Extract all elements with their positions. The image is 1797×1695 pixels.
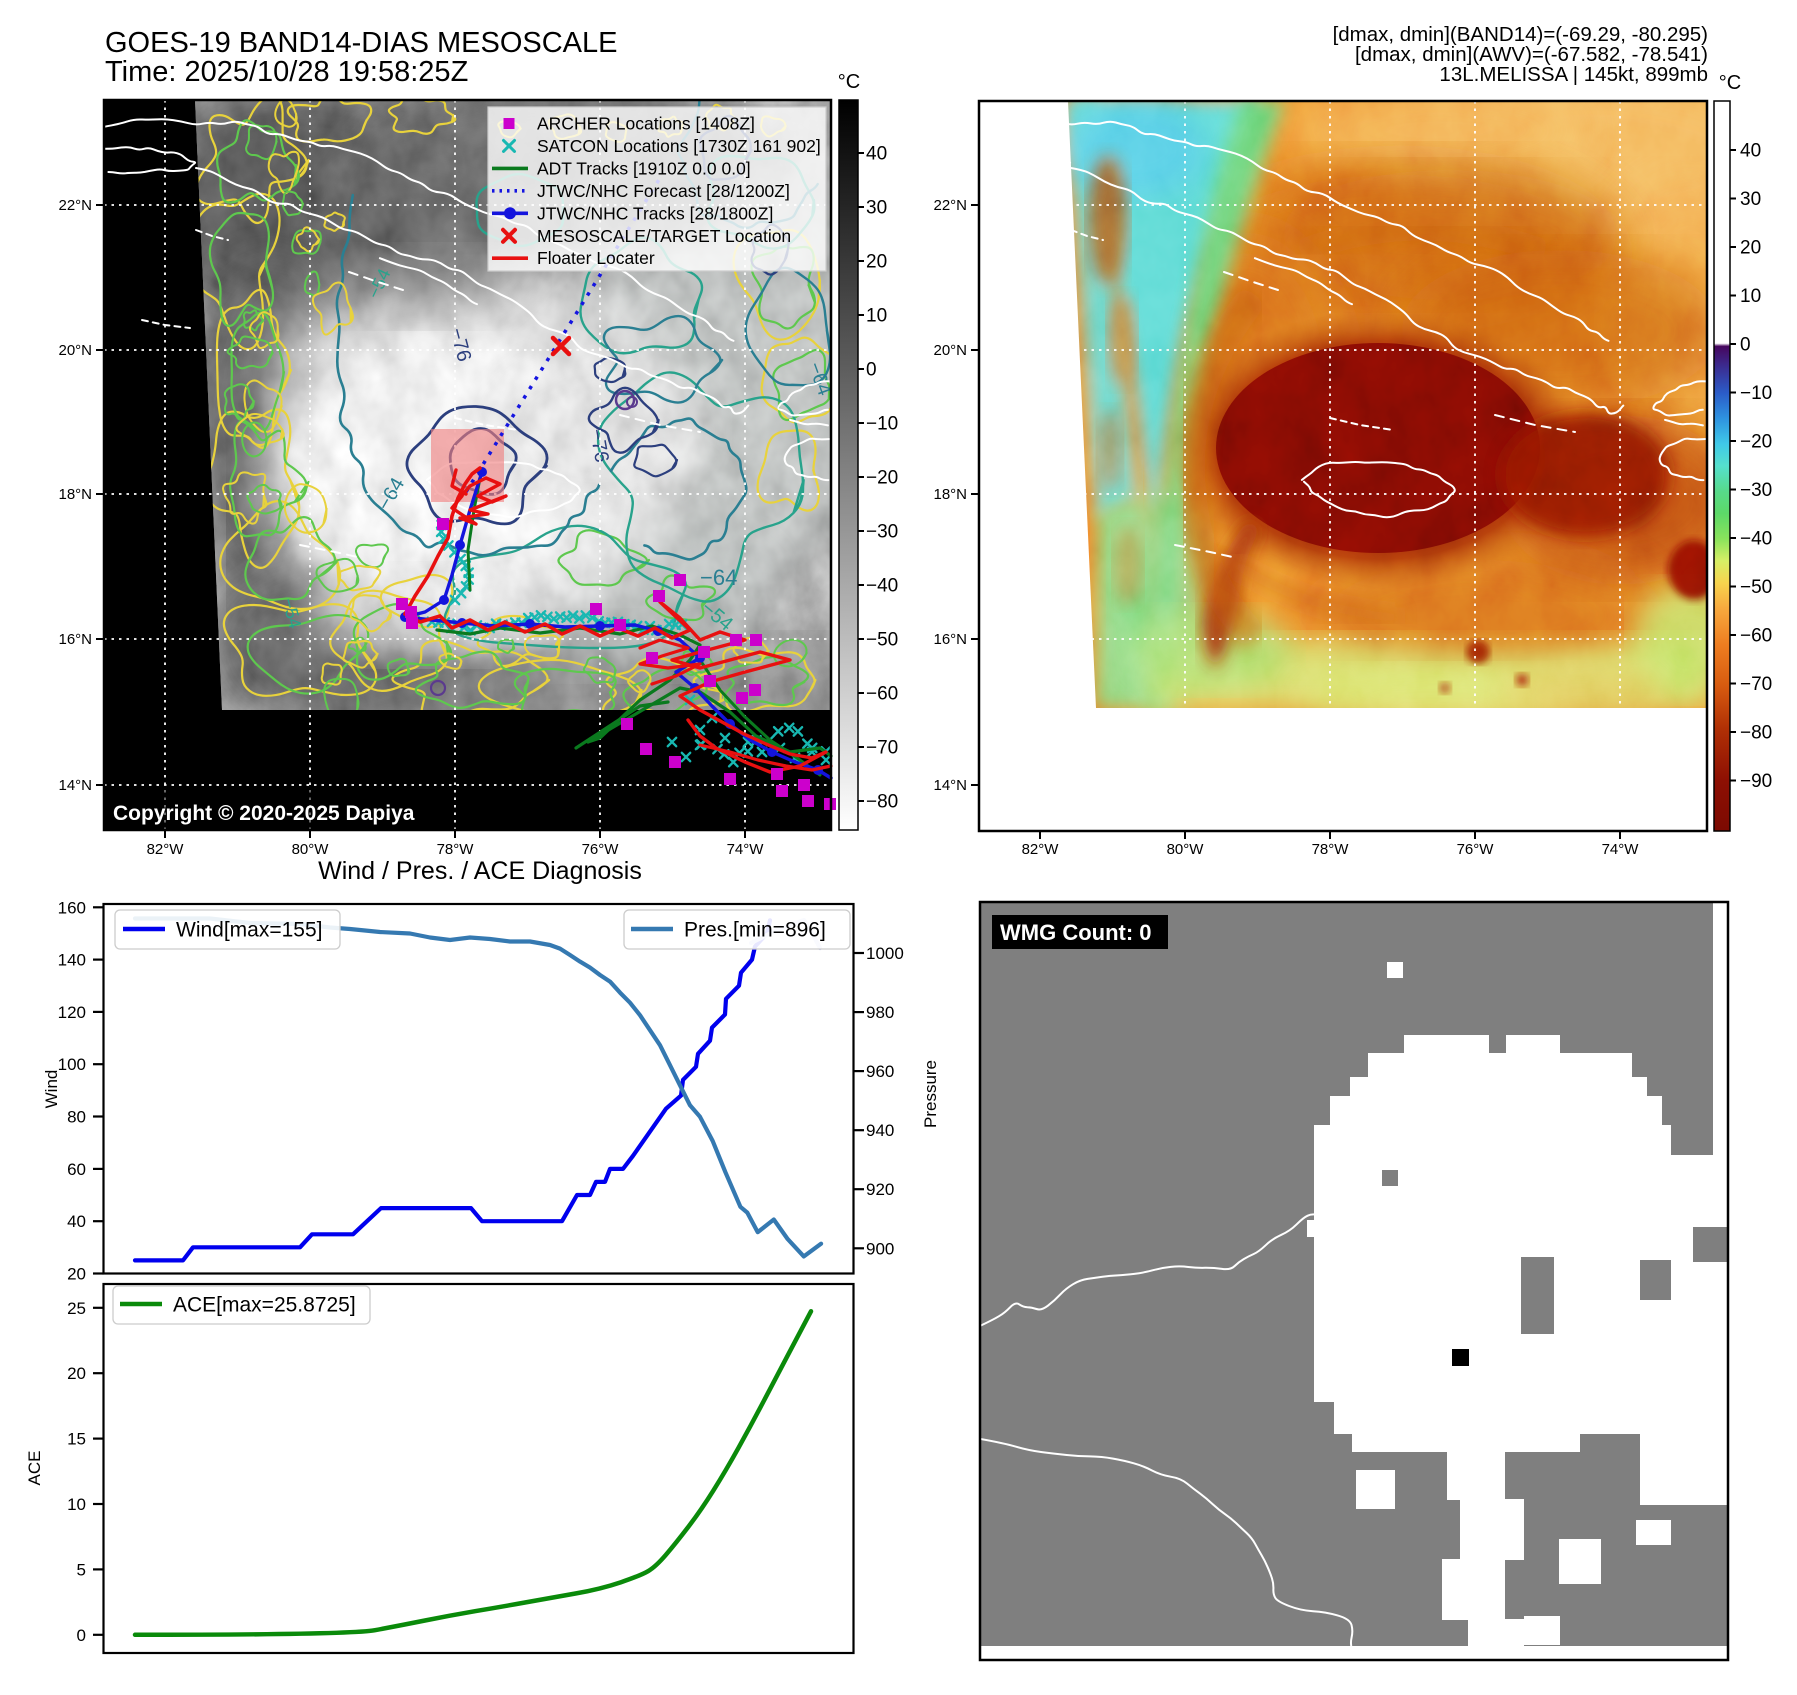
svg-text:980: 980 [866,1003,894,1022]
svg-text:−40: −40 [1740,529,1772,550]
svg-text:−90: −90 [1740,771,1772,792]
svg-text:14°N: 14°N [933,777,967,794]
svg-text:10: 10 [1740,286,1761,307]
svg-text:20: 20 [67,1364,86,1383]
svg-text:JTWC/NHC Tracks [28/1800Z]: JTWC/NHC Tracks [28/1800Z] [537,203,773,223]
svg-text:30: 30 [866,198,887,219]
svg-text:18°N: 18°N [933,486,967,503]
svg-text:40: 40 [1740,141,1761,162]
svg-text:[dmax, dmin](BAND14)=(-69.29,: [dmax, dmin](BAND14)=(-69.29, -80.295) [1333,23,1708,46]
svg-text:−50: −50 [866,630,898,651]
svg-text:−70: −70 [1740,674,1772,695]
svg-text:JTWC/NHC Forecast [28/1200Z]: JTWC/NHC Forecast [28/1200Z] [537,181,790,201]
svg-text:−70: −70 [866,738,898,759]
svg-text:20: 20 [1740,238,1761,259]
svg-text:−20: −20 [1740,432,1772,453]
svg-text:82°W: 82°W [1022,841,1060,858]
svg-text:80°W: 80°W [1167,841,1205,858]
svg-text:78°W: 78°W [1312,841,1350,858]
svg-text:Copyright © 2020-2025 Dapiya: Copyright © 2020-2025 Dapiya [113,802,415,825]
svg-text:18°N: 18°N [58,486,92,503]
svg-text:40: 40 [866,144,887,165]
svg-text:74°W: 74°W [1602,841,1640,858]
svg-text:MESOSCALE/TARGET Location: MESOSCALE/TARGET Location [537,226,791,246]
svg-text:80°W: 80°W [292,841,330,858]
svg-text:−10: −10 [866,414,898,435]
svg-text:°C: °C [1719,72,1741,94]
svg-text:Floater Locater: Floater Locater [537,248,655,268]
svg-text:SATCON Locations [1730Z 161 90: SATCON Locations [1730Z 161 902] [537,136,821,156]
svg-text:20°N: 20°N [58,342,92,359]
svg-text:25: 25 [67,1299,86,1318]
svg-text:76°W: 76°W [1457,841,1495,858]
svg-text:0: 0 [866,360,877,381]
svg-text:−40: −40 [866,576,898,597]
svg-text:74°W: 74°W [727,841,765,858]
svg-text:14°N: 14°N [58,777,92,794]
svg-text:5: 5 [77,1560,86,1579]
svg-text:−30: −30 [1740,480,1772,501]
svg-text:−10: −10 [1740,383,1772,404]
svg-text:−30: −30 [866,522,898,543]
svg-text:100: 100 [58,1055,86,1074]
svg-text:20: 20 [866,252,887,273]
svg-text:ARCHER Locations [1408Z]: ARCHER Locations [1408Z] [537,114,755,134]
svg-text:Time: 2025/10/28 19:58:25Z: Time: 2025/10/28 19:58:25Z [105,56,468,88]
svg-text:ADT Tracks [1910Z 0.0 0.0]: ADT Tracks [1910Z 0.0 0.0] [537,158,751,178]
svg-text:78°W: 78°W [437,841,475,858]
svg-text:[dmax, dmin](AWV)=(-67.582, -7: [dmax, dmin](AWV)=(-67.582, -78.541) [1355,43,1708,66]
svg-text:140: 140 [58,951,86,970]
svg-text:1000: 1000 [866,944,904,963]
svg-text:−80: −80 [1740,723,1772,744]
svg-text:80: 80 [67,1108,86,1127]
svg-text:GOES-19 BAND14-DIAS MESOSCALE: GOES-19 BAND14-DIAS MESOSCALE [105,27,618,59]
svg-text:10: 10 [67,1495,86,1514]
svg-text:°C: °C [838,71,860,93]
svg-text:920: 920 [866,1180,894,1199]
svg-text:−20: −20 [866,468,898,489]
svg-text:−60: −60 [1740,626,1772,647]
svg-text:120: 120 [58,1003,86,1022]
svg-text:20: 20 [67,1265,86,1284]
svg-text:−50: −50 [1740,577,1772,598]
svg-text:82°W: 82°W [147,841,185,858]
svg-text:0: 0 [77,1626,86,1645]
svg-text:30: 30 [1740,189,1761,210]
svg-text:Pressure: Pressure [921,1060,940,1128]
svg-text:40: 40 [67,1212,86,1231]
svg-text:Wind: Wind [42,1070,61,1109]
svg-text:900: 900 [866,1239,894,1258]
svg-text:960: 960 [866,1062,894,1081]
svg-text:76°W: 76°W [582,841,620,858]
svg-text:−60: −60 [866,684,898,705]
svg-text:60: 60 [67,1160,86,1179]
svg-text:−80: −80 [866,792,898,813]
svg-text:Wind[max=155]: Wind[max=155] [176,919,323,942]
svg-text:−64: −64 [700,565,737,590]
svg-text:Pres.[min=896]: Pres.[min=896] [684,919,826,942]
svg-text:22°N: 22°N [933,197,967,214]
svg-text:ACE: ACE [25,1451,44,1486]
svg-text:16°N: 16°N [58,631,92,648]
svg-text:Wind / Pres. / ACE Diagnosis: Wind / Pres. / ACE Diagnosis [318,857,642,885]
svg-text:940: 940 [866,1121,894,1140]
svg-text:15: 15 [67,1430,86,1449]
svg-text:22°N: 22°N [58,197,92,214]
svg-text:ACE[max=25.8725]: ACE[max=25.8725] [173,1294,356,1317]
svg-text:16°N: 16°N [933,631,967,648]
svg-text:20°N: 20°N [933,342,967,359]
svg-text:10: 10 [866,306,887,327]
svg-text:WMG Count: 0: WMG Count: 0 [1000,920,1152,945]
svg-text:160: 160 [58,898,86,917]
svg-text:13L.MELISSA | 145kt, 899mb: 13L.MELISSA | 145kt, 899mb [1439,63,1708,86]
svg-text:0: 0 [1740,335,1751,356]
